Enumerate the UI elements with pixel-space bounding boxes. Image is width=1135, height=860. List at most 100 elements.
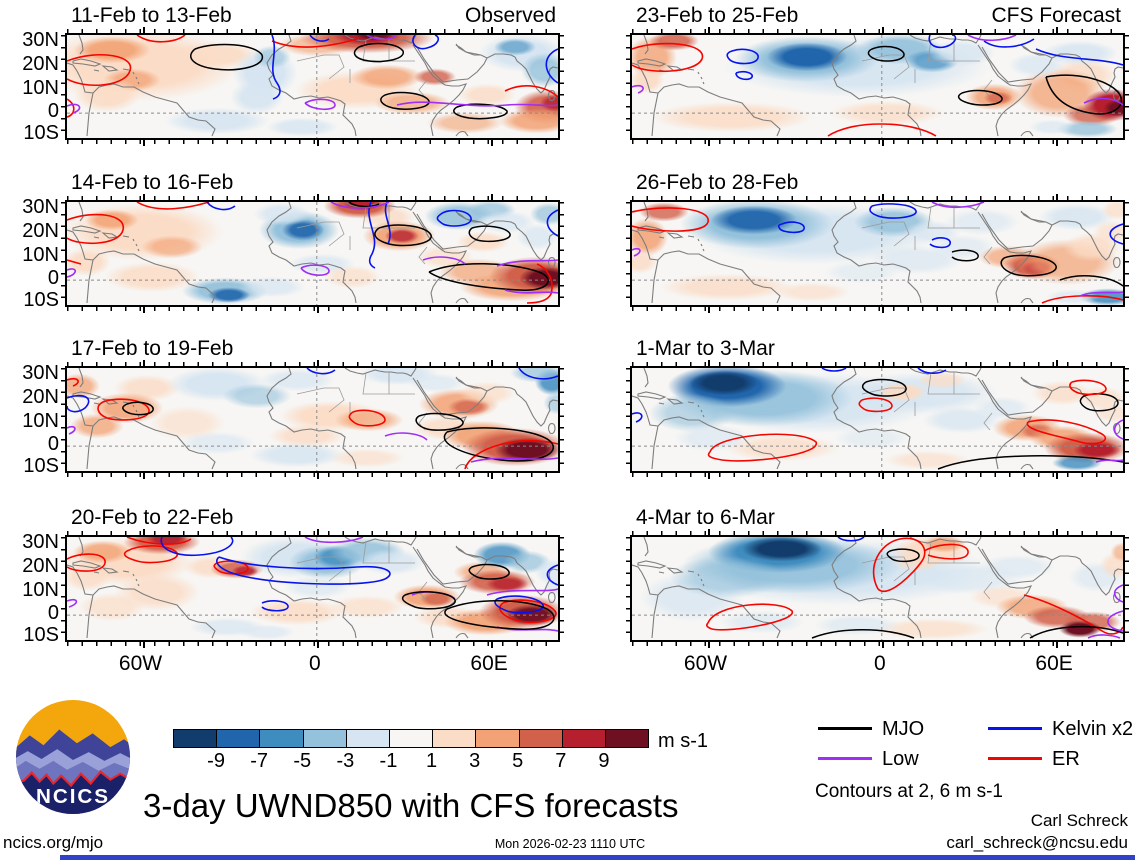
low-contour: [67, 268, 77, 278]
anomaly-blob: [977, 554, 1057, 580]
er-contour: [1023, 594, 1123, 635]
country-border: [324, 221, 345, 247]
country-border: [324, 54, 345, 80]
coastline: [455, 297, 469, 304]
coastline: [637, 225, 667, 234]
anomaly-blob: [102, 261, 202, 293]
colorbar-cell: [388, 730, 433, 747]
major-tick: [707, 194, 710, 200]
coastline: [643, 368, 649, 388]
er-contour: [1041, 295, 1123, 304]
kel-contour: [436, 209, 472, 227]
country-border: [418, 246, 428, 265]
anomaly-blob: [515, 223, 558, 251]
low-contour: [1079, 291, 1123, 297]
axis-ticks: [67, 531, 558, 535]
timestamp: Mon 2026-02-23 1110 UTC: [494, 837, 646, 851]
axis-ticks: [626, 202, 630, 305]
panel-title: 26-Feb to 28-Feb: [636, 171, 799, 194]
low-contour: [504, 289, 558, 294]
major-tick: [707, 140, 710, 146]
coastline: [78, 35, 84, 55]
lat-label: 20N: [22, 52, 59, 75]
major-tick: [316, 27, 319, 33]
coastline: [86, 585, 216, 639]
coastline: [909, 35, 982, 44]
coastline: [514, 56, 558, 94]
coastline: [67, 395, 94, 427]
major-tick: [707, 307, 710, 313]
kel-contour: [160, 537, 234, 557]
axis-ticks: [1125, 35, 1129, 138]
map-panel-7: [626, 360, 1129, 479]
axis-ticks: [626, 35, 630, 138]
lon-label: 0: [873, 652, 886, 675]
anomaly-blob: [252, 45, 292, 69]
major-tick: [1056, 473, 1059, 479]
mjo-contour: [1000, 254, 1057, 277]
er-contour: [632, 207, 709, 232]
coastline: [831, 537, 922, 639]
kel-contour: [777, 221, 805, 234]
axis-ticks: [632, 642, 1123, 646]
major-tick: [1056, 27, 1059, 33]
kel-contour: [67, 394, 90, 413]
coastline: [977, 377, 1033, 470]
lat-label: 30N: [22, 531, 59, 554]
logo-red-zigzag: [15, 770, 131, 788]
kel-contour: [735, 70, 754, 81]
kel-contour: [206, 202, 236, 211]
map-overlay-svg: [67, 202, 558, 305]
coastline: [455, 377, 482, 389]
coastline: [666, 567, 684, 574]
coastline: [687, 401, 695, 404]
map-panel-2: [61, 194, 564, 313]
coastline: [416, 43, 488, 83]
axis-ticks: [61, 202, 65, 305]
mjo-contour: [1029, 625, 1123, 639]
coastline: [687, 68, 695, 71]
axis-ticks: [560, 368, 564, 471]
anomaly-blob: [145, 537, 189, 547]
anomaly-blob: [264, 117, 340, 137]
er-contour: [923, 543, 969, 560]
colorbar-cell: [604, 730, 649, 747]
coastline: [651, 83, 781, 137]
map-panel-4: [61, 529, 564, 648]
country-border: [418, 581, 428, 600]
er-contour: [97, 398, 150, 421]
major-tick: [1056, 307, 1059, 313]
colorbar: [173, 729, 649, 748]
colorbar-cell: [216, 730, 260, 747]
coastline: [67, 62, 94, 94]
er-contour: [67, 213, 124, 245]
coastline: [643, 202, 649, 222]
map-panel-3: [61, 360, 564, 479]
low-contour: [330, 202, 390, 209]
low-contour: [470, 457, 558, 463]
er-contour: [504, 85, 558, 98]
kel-contour: [518, 368, 558, 380]
anomaly-blob: [1092, 220, 1123, 244]
low-contour: [632, 247, 641, 257]
colorbar-tick-label: 5: [512, 750, 524, 772]
major-tick: [881, 307, 884, 313]
major-tick: [1056, 140, 1059, 146]
major-tick: [881, 473, 884, 479]
kel-contour: [546, 209, 558, 237]
mjo-contour: [443, 427, 554, 462]
panel-title: 11-Feb to 13-Feb: [71, 4, 232, 27]
anomaly-blob: [237, 276, 307, 298]
mjo-contour: [444, 600, 555, 630]
colorbar-tick-label: 9: [598, 750, 610, 772]
coastline: [455, 632, 469, 639]
country-border: [296, 556, 325, 564]
major-tick: [316, 307, 319, 313]
er-contour: [872, 537, 926, 592]
coastline: [909, 537, 982, 546]
axis-ticks: [67, 473, 558, 477]
coastline: [266, 368, 357, 470]
low-contour: [304, 98, 336, 111]
coastline: [547, 90, 556, 102]
mjo-contour: [861, 378, 907, 397]
